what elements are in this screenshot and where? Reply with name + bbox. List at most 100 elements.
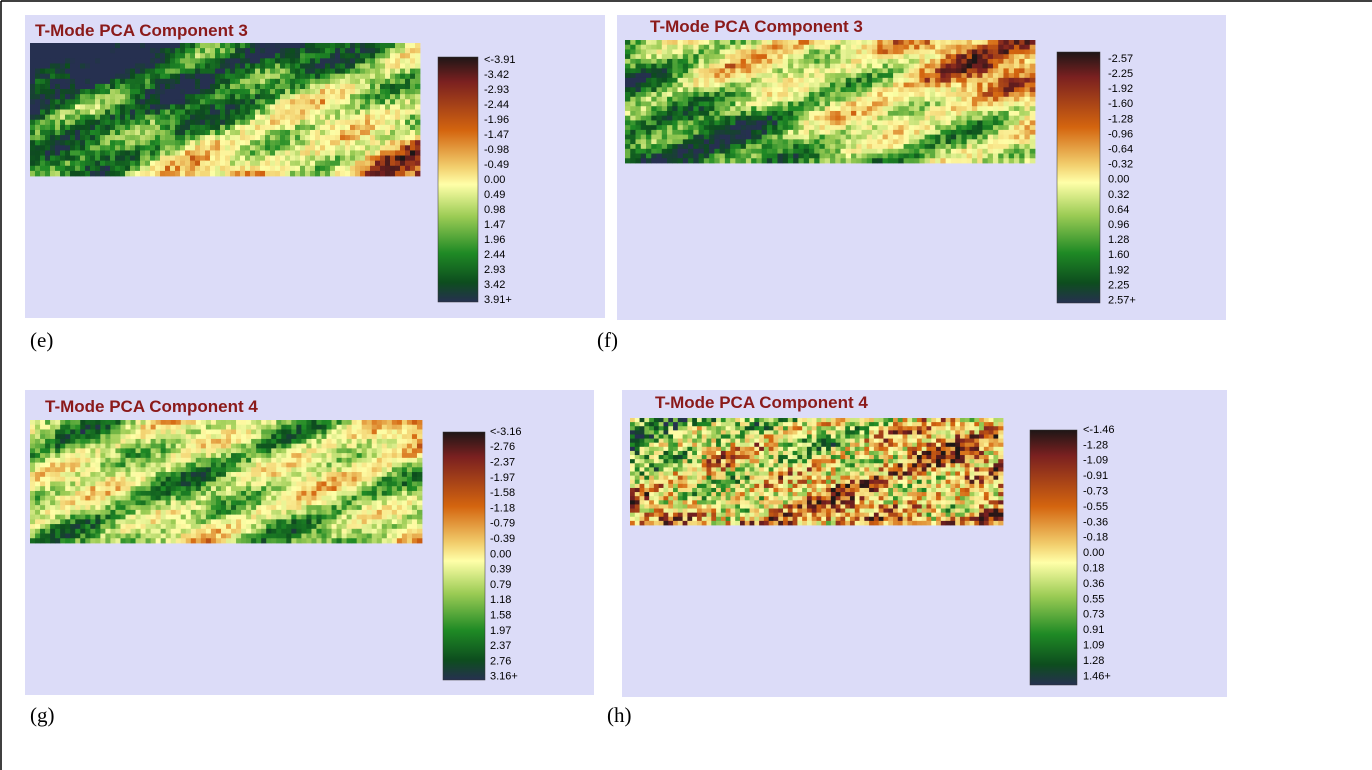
heatmap-cell (105, 58, 110, 64)
heatmap-cell (75, 104, 80, 110)
heatmap-cell (205, 115, 210, 121)
heatmap-cell (30, 463, 35, 468)
heatmap-cell (195, 69, 200, 75)
heatmap-cell (60, 135, 65, 141)
heatmap-cell (150, 130, 155, 136)
heatmap-cell (280, 104, 285, 110)
heatmap-cell (155, 48, 160, 54)
heatmap-cell (809, 92, 815, 97)
heatmap-cell (625, 92, 631, 97)
heatmap-cell (135, 130, 140, 136)
heatmap-cell (872, 40, 878, 45)
heatmap-cell (300, 104, 305, 110)
heatmap-cell (783, 144, 789, 149)
heatmap-cell (235, 63, 240, 69)
heatmap-cell (300, 110, 305, 116)
heatmap-cell (961, 40, 967, 45)
heatmap-cell (160, 84, 165, 90)
heatmap-cell (835, 158, 841, 163)
heatmap-cell (772, 59, 778, 64)
heatmap-cell (814, 68, 820, 73)
heatmap-cell (410, 171, 415, 177)
heatmap-cell (672, 106, 678, 111)
heatmap-cell (767, 120, 773, 125)
heatmap-cell (175, 99, 180, 105)
heatmap-cell (350, 166, 355, 172)
heatmap-cell (372, 448, 377, 453)
heatmap-cell (709, 135, 715, 140)
heatmap-cell (161, 420, 166, 425)
heatmap-cell (977, 106, 983, 111)
heatmap-cell (412, 453, 417, 458)
heatmap-cell (365, 99, 370, 105)
heatmap-cell (375, 125, 380, 131)
heatmap-cell (90, 79, 95, 85)
heatmap-cell (155, 135, 160, 141)
heatmap-cell (862, 116, 868, 121)
heatmap-cell (185, 156, 190, 162)
heatmap-cell (935, 45, 941, 50)
heatmap-cell (145, 89, 150, 95)
heatmap-cell (951, 87, 957, 92)
heatmap-cell (862, 149, 868, 154)
heatmap-cell (301, 448, 306, 453)
heatmap-cell (636, 40, 642, 45)
heatmap-cell (65, 420, 70, 425)
heatmap-cell (301, 439, 306, 444)
heatmap-cell (867, 92, 873, 97)
heatmap-cell (877, 139, 883, 144)
heatmap-cell (725, 106, 731, 111)
heatmap-cell (972, 87, 978, 92)
heatmap-cell (75, 135, 80, 141)
heatmap-cell (977, 45, 983, 50)
heatmap-cell (846, 92, 852, 97)
heatmap-cell (280, 43, 285, 49)
heatmap-cell (375, 94, 380, 100)
heatmap-cell (190, 115, 195, 121)
heatmap-cell (693, 59, 699, 64)
heatmap-cell (898, 106, 904, 111)
heatmap-cell (330, 156, 335, 162)
heatmap-cell (256, 467, 261, 472)
heatmap-cell (856, 54, 862, 59)
heatmap-cell (45, 43, 50, 49)
heatmap-cell (261, 463, 266, 468)
heatmap-cell (100, 79, 105, 85)
heatmap-cell (200, 125, 205, 131)
heatmap-cell (335, 120, 340, 126)
heatmap-cell (125, 115, 130, 121)
heatmap-cell (345, 145, 350, 151)
heatmap-cell (200, 145, 205, 151)
heatmap-cell (125, 110, 130, 116)
heatmap-cell (70, 434, 75, 439)
heatmap-cell (315, 140, 320, 146)
heatmap-cell (410, 53, 415, 59)
heatmap-cell (345, 171, 350, 177)
heatmap-cell (993, 97, 999, 102)
heatmap-cell (835, 59, 841, 64)
heatmap-cell (50, 161, 55, 167)
heatmap-cell (145, 69, 150, 75)
heatmap-cell (281, 467, 286, 472)
heatmap-cell (862, 130, 868, 135)
heatmap-cell (146, 420, 151, 425)
heatmap-cell (699, 111, 705, 116)
heatmap-cell (988, 130, 994, 135)
heatmap-cell (662, 73, 668, 78)
heatmap-cell (160, 63, 165, 69)
heatmap-cell (216, 448, 221, 453)
heatmap-cell (347, 425, 352, 430)
heatmap-cell (135, 150, 140, 156)
heatmap-cell (893, 135, 899, 140)
heatmap-cell (245, 130, 250, 136)
heatmap-cell (372, 429, 377, 434)
heatmap-cell (220, 166, 225, 172)
heatmap-cell (35, 467, 40, 472)
heatmap-cell (362, 434, 367, 439)
heatmap-cell (783, 102, 789, 107)
heatmap-cell (370, 150, 375, 156)
heatmap-cell (255, 99, 260, 105)
heatmap-cell (276, 448, 281, 453)
heatmap-cell (777, 130, 783, 135)
heatmap-cell (1030, 87, 1036, 92)
